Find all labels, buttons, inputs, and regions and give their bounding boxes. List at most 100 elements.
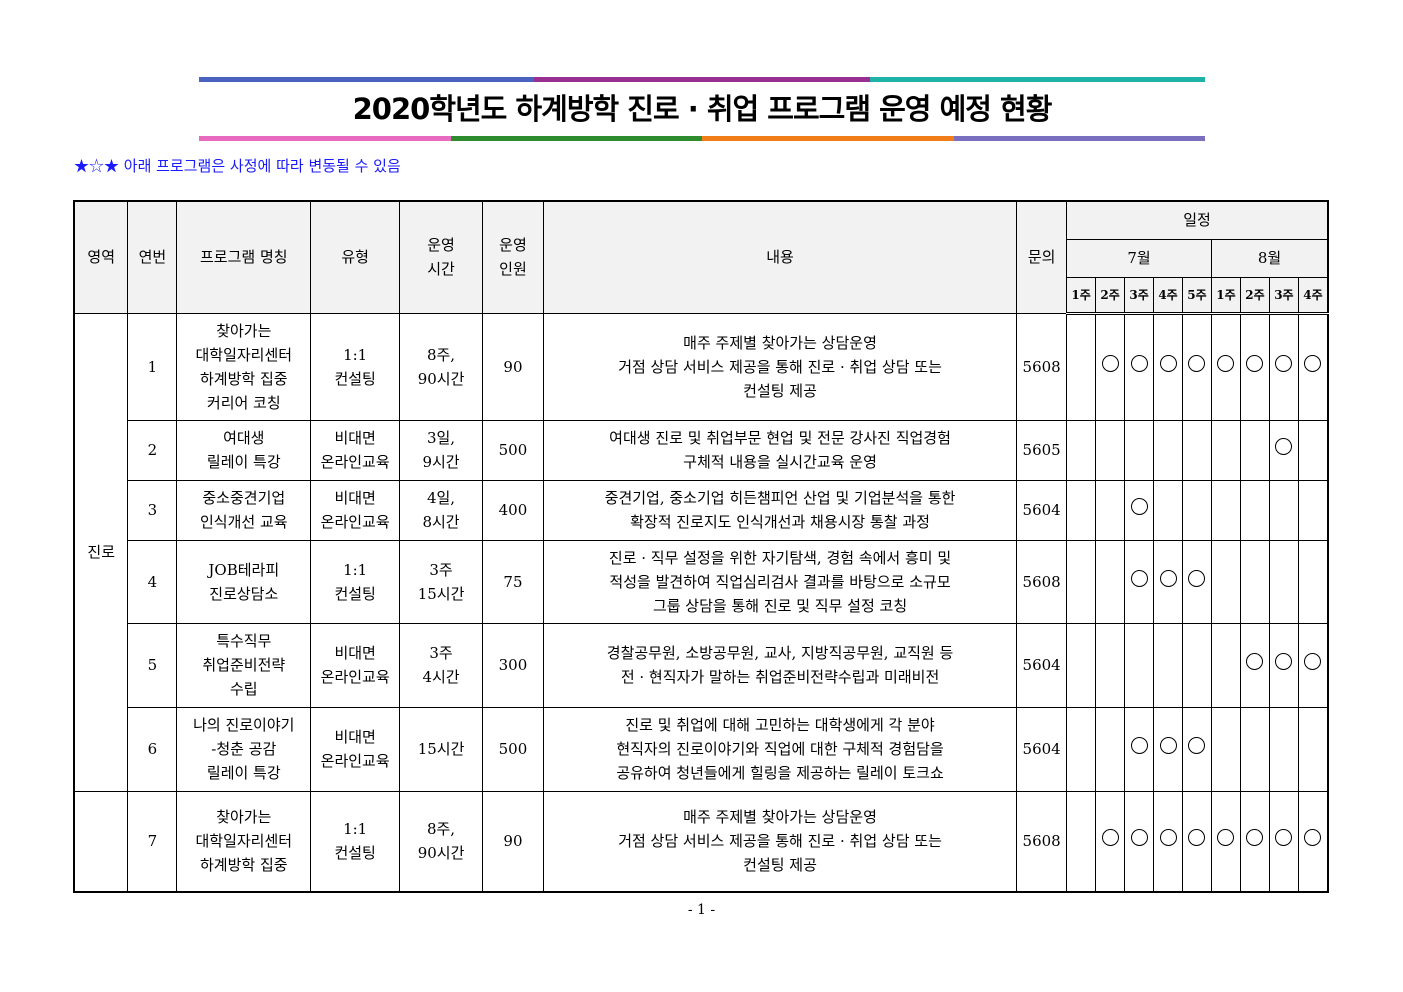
scheduled-circle-icon xyxy=(1275,438,1293,455)
week-cell xyxy=(1268,539,1299,624)
bar-segment xyxy=(953,136,1205,141)
week-cell xyxy=(1153,539,1183,624)
contact-cell: 5608 xyxy=(1016,312,1068,421)
name-cell: 찾아가는 대학일자리센터 하계방학 집중 커리어 코칭 xyxy=(176,312,312,421)
header-content: 내용 xyxy=(542,200,1018,314)
content-cell: 경찰공무원, 소방공무원, 교사, 지방직공무원, 교직원 등 전 · 현직자가… xyxy=(542,622,1018,708)
header-people: 운영 인원 xyxy=(481,200,544,314)
week-cell xyxy=(1124,790,1155,893)
program-table: 영역 연번 프로그램 명칭 유형 운영 시간 운영 인원 내용 문의 일정 7월… xyxy=(73,200,1329,893)
type-cell: 1:1 컨설팅 xyxy=(310,312,401,421)
scheduled-circle-icon xyxy=(1130,829,1148,847)
week-cell xyxy=(1239,706,1270,792)
week-cell xyxy=(1297,706,1329,792)
scheduled-circle-icon xyxy=(1101,829,1119,847)
content-cell: 여대생 진로 및 취업부문 현업 및 전문 강사진 직업경험 구체적 내용을 실… xyxy=(542,419,1018,481)
week-cell xyxy=(1268,419,1299,481)
name-cell: 중소중견기업 인식개선 교육 xyxy=(176,479,312,541)
page-title: 2020학년도 하계방학 진로 · 취업 프로그램 운영 예정 현황 xyxy=(352,92,1053,126)
week-cell xyxy=(1182,539,1212,624)
week-cell xyxy=(1124,539,1155,624)
header-week: 4주 xyxy=(1297,276,1329,315)
scheduled-circle-icon xyxy=(1159,569,1177,587)
week-cell xyxy=(1239,419,1270,481)
scheduled-circle-icon xyxy=(1188,569,1206,587)
scheduled-circle-icon xyxy=(1130,355,1148,372)
scheduled-circle-icon xyxy=(1304,355,1322,372)
hours-cell: 3일, 9시간 xyxy=(399,419,483,481)
scheduled-circle-icon xyxy=(1275,829,1293,847)
people-cell: 90 xyxy=(481,312,544,421)
week-cell xyxy=(1210,419,1241,481)
bar-segment xyxy=(869,77,1205,82)
week-cell xyxy=(1182,419,1212,481)
scheduled-circle-icon xyxy=(1304,653,1322,670)
scheduled-circle-icon xyxy=(1159,829,1177,847)
scheduled-circle-icon xyxy=(1101,355,1119,372)
bar-segment xyxy=(450,136,702,141)
people-cell: 90 xyxy=(481,790,544,893)
week-cell xyxy=(1153,312,1183,421)
table-row: 3 중소중견기업 인식개선 교육 비대면 온라인교육 4일, 8시간 400 중견기업, … xyxy=(74,479,1329,541)
hours-cell: 4일, 8시간 xyxy=(399,479,483,541)
hours-cell: 15시간 xyxy=(399,706,483,792)
people-cell: 400 xyxy=(481,479,544,541)
bar-segment xyxy=(534,77,870,82)
week-cell xyxy=(1095,790,1126,893)
week-cell xyxy=(1268,790,1299,893)
scheduled-circle-icon xyxy=(1304,829,1322,847)
week-cell xyxy=(1297,539,1329,624)
no-cell: 2 xyxy=(127,419,178,481)
header-schedule: 일정 xyxy=(1066,200,1329,240)
week-cell xyxy=(1095,706,1126,792)
week-cell xyxy=(1066,479,1097,541)
table-row: 2 여대생 릴레이 특강 비대면 온라인교육 3일, 9시간 500 여대생 진로 및 취… xyxy=(74,419,1329,481)
type-cell: 비대면 온라인교육 xyxy=(310,622,401,708)
week-cell xyxy=(1297,312,1329,421)
week-cell xyxy=(1297,419,1329,481)
scheduled-circle-icon xyxy=(1217,829,1235,847)
no-cell: 5 xyxy=(127,622,178,708)
content-cell: 매주 주제별 찾아가는 상담운영 거점 상담 서비스 제공을 통해 진로 · 취… xyxy=(542,790,1018,893)
week-cell xyxy=(1210,312,1241,421)
header-type: 유형 xyxy=(310,200,401,314)
hours-cell: 3주 4시간 xyxy=(399,622,483,708)
name-cell: 여대생 릴레이 특강 xyxy=(176,419,312,481)
week-cell xyxy=(1182,706,1212,792)
header-week: 3주 xyxy=(1268,276,1299,315)
content-cell: 진로 · 직무 설정을 위한 자기탐색, 경험 속에서 흥미 및 적성을 발견하… xyxy=(542,539,1018,624)
table-row: 4 JOB테라피 진로상담소 1:1 컨설팅 3주 15시간 75 진로 · 직무 설정을… xyxy=(74,539,1329,624)
scheduled-circle-icon xyxy=(1130,737,1148,754)
no-cell: 1 xyxy=(127,312,178,421)
no-cell: 7 xyxy=(127,790,178,893)
week-cell xyxy=(1066,622,1097,708)
week-cell xyxy=(1124,479,1155,541)
week-cell xyxy=(1239,790,1270,893)
bar-segment xyxy=(199,136,451,141)
scheduled-circle-icon xyxy=(1188,829,1206,847)
type-cell: 1:1 컨설팅 xyxy=(310,790,401,893)
week-cell xyxy=(1239,622,1270,708)
content-cell: 진로 및 취업에 대해 고민하는 대학생에게 각 분야 현직자의 진로이야기와 … xyxy=(542,706,1018,792)
week-cell xyxy=(1210,790,1241,893)
week-cell xyxy=(1182,312,1212,421)
header-week: 2주 xyxy=(1095,276,1126,315)
header-area: 영역 xyxy=(73,200,129,314)
name-cell: 특수직무 취업준비전략 수립 xyxy=(176,622,312,708)
scheduled-circle-icon xyxy=(1159,355,1177,372)
people-cell: 300 xyxy=(481,622,544,708)
week-cell xyxy=(1182,479,1212,541)
week-cell xyxy=(1297,790,1329,893)
week-cell xyxy=(1182,790,1212,893)
table-row: 7 찾아가는 대학일자리센터 하계방학 집중 1:1 컨설팅 8주, 90시간 90 매주… xyxy=(73,790,1329,893)
week-cell xyxy=(1182,622,1212,708)
notice-text: ★☆★ 아래 프로그램은 사정에 따라 변동될 수 있음 xyxy=(74,157,401,175)
week-cell xyxy=(1153,479,1183,541)
type-cell: 비대면 온라인교육 xyxy=(310,419,401,481)
table-row: 6 나의 진로이야기 -청춘 공감 릴레이 특강 비대면 온라인교육 15시간 500 진… xyxy=(74,706,1329,792)
week-cell xyxy=(1297,622,1329,708)
week-cell xyxy=(1210,622,1241,708)
bar-segment xyxy=(199,77,535,82)
header-hours: 운영 시간 xyxy=(399,200,483,314)
contact-cell: 5604 xyxy=(1016,479,1068,541)
